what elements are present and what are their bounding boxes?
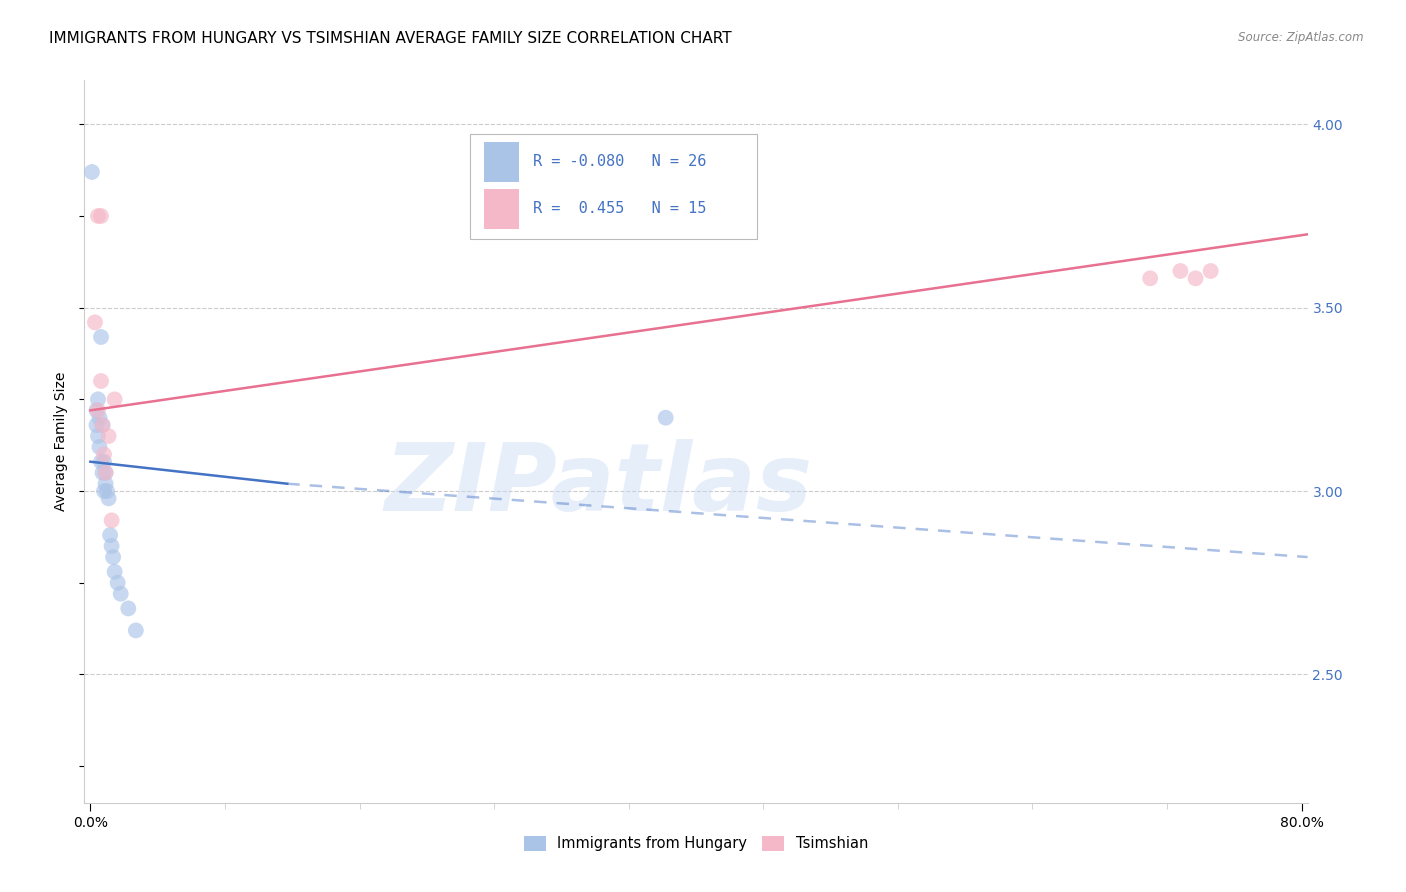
Point (90, 455, 112, 469)
Text: Source: ZipAtlas.com: Source: ZipAtlas.com (1239, 31, 1364, 45)
Point (97, 429, 120, 443)
Point (87, 209, 110, 223)
Point (1170, 264, 1192, 278)
Point (87, 403, 110, 417)
Legend: Immigrants from Hungary, Tsimshian: Immigrants from Hungary, Tsimshian (519, 830, 873, 857)
Point (93, 447, 115, 461)
Point (94, 466, 117, 480)
Point (80, 165, 103, 179)
Point (84, 315, 107, 329)
Point (90, 330, 112, 344)
Point (93, 455, 115, 469)
Text: R =  0.455   N = 15: R = 0.455 N = 15 (533, 202, 707, 217)
Point (125, 624, 148, 638)
Text: ZIPatlas: ZIPatlas (384, 439, 813, 531)
Point (91, 417, 114, 432)
Point (1139, 271, 1161, 285)
Bar (484, 189, 519, 228)
Point (104, 565, 127, 579)
Point (654, 410, 676, 425)
Point (100, 539, 122, 553)
Point (97, 491, 120, 506)
Point (89, 410, 111, 425)
Text: IMMIGRANTS FROM HUNGARY VS TSIMSHIAN AVERAGE FAMILY SIZE CORRELATION CHART: IMMIGRANTS FROM HUNGARY VS TSIMSHIAN AVE… (49, 31, 733, 46)
Point (110, 587, 132, 601)
Point (90, 374, 112, 388)
Point (98, 528, 121, 542)
Point (100, 513, 122, 527)
Point (87, 429, 110, 443)
Point (101, 550, 124, 565)
FancyBboxPatch shape (470, 135, 758, 239)
Point (89, 440, 111, 454)
Point (86, 417, 108, 432)
Point (94, 466, 117, 480)
Point (91, 466, 114, 480)
Point (107, 575, 129, 590)
Point (91, 417, 114, 432)
Point (93, 484, 115, 499)
Point (104, 392, 127, 407)
Point (1199, 264, 1222, 278)
Point (117, 601, 139, 615)
Point (87, 392, 110, 407)
Point (94, 476, 117, 491)
Bar (484, 142, 519, 182)
Text: R = -0.080   N = 26: R = -0.080 N = 26 (533, 154, 707, 169)
Y-axis label: Average Family Size: Average Family Size (55, 372, 69, 511)
Point (96, 484, 118, 499)
Point (1184, 271, 1206, 285)
Point (90, 209, 112, 223)
Point (86, 403, 108, 417)
